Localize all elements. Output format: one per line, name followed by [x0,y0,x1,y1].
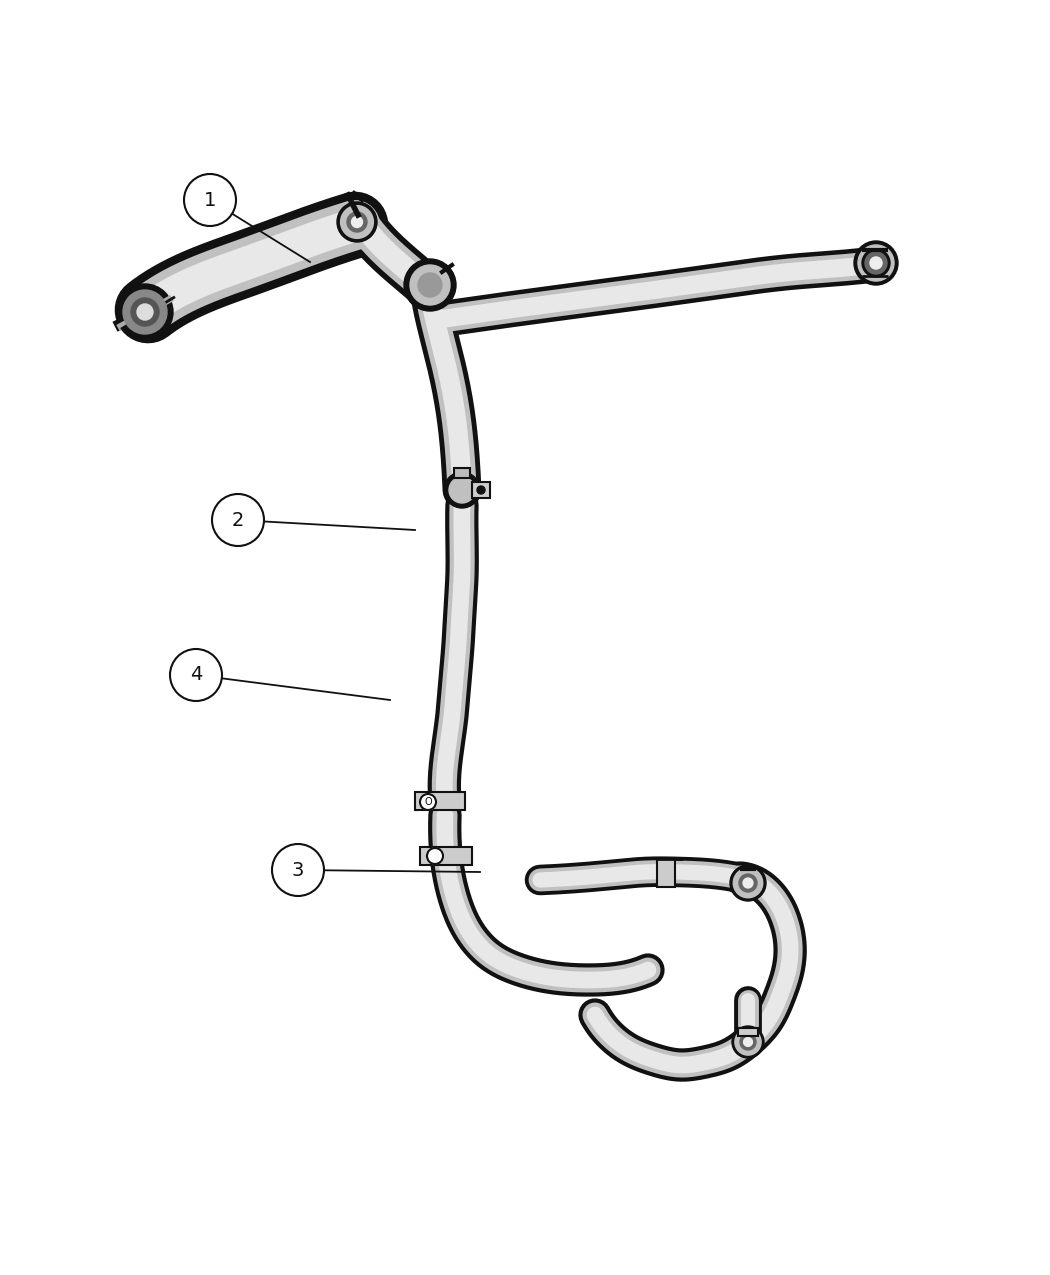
Circle shape [743,1038,753,1047]
Circle shape [337,201,377,242]
Circle shape [743,878,753,887]
Circle shape [735,1029,761,1056]
Text: 2: 2 [232,510,245,529]
Circle shape [117,284,173,340]
Circle shape [477,486,485,493]
Circle shape [420,794,436,810]
Bar [472,482,490,499]
Circle shape [170,649,222,701]
Text: 3: 3 [292,861,304,880]
Circle shape [410,265,450,305]
Circle shape [733,868,762,898]
Circle shape [870,258,882,269]
Text: 1: 1 [204,190,216,209]
Circle shape [870,258,882,269]
Circle shape [136,303,153,320]
Circle shape [212,493,264,546]
Circle shape [740,1034,756,1051]
Circle shape [449,477,475,504]
Text: 4: 4 [190,666,203,685]
Circle shape [730,864,766,901]
Circle shape [340,205,374,238]
Circle shape [444,472,480,507]
Circle shape [862,249,890,277]
Circle shape [404,259,456,311]
Circle shape [854,241,898,286]
Circle shape [131,298,159,326]
Circle shape [184,173,236,226]
Bar [454,468,470,478]
Circle shape [352,217,362,227]
Circle shape [427,848,443,864]
Circle shape [123,289,167,334]
Circle shape [739,873,757,892]
Circle shape [272,844,324,896]
Bar [420,847,472,864]
Bar [415,792,465,810]
Bar [657,859,675,887]
Circle shape [732,1026,764,1058]
Circle shape [858,245,894,280]
Circle shape [418,273,442,297]
Text: O: O [424,797,432,807]
Circle shape [346,212,367,232]
Bar [738,1028,758,1037]
Circle shape [865,252,887,274]
